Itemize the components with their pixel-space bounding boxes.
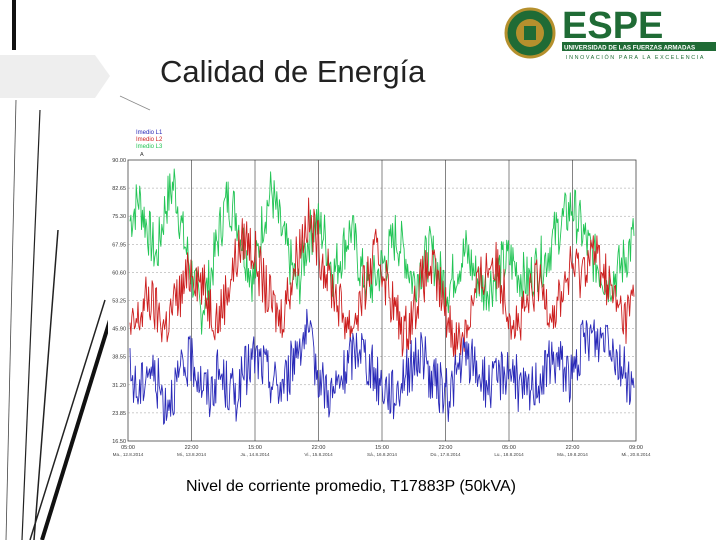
- x-tick-date: Ma., 12.8.2014: [113, 452, 144, 457]
- x-tick-label: 05:00: [502, 445, 516, 451]
- series-line-imedio-l3: [129, 168, 635, 335]
- espe-logo: ESPE UNIVERSIDAD DE LAS FUERZAS ARMADAS …: [504, 5, 716, 61]
- page-title: Calidad de Energía: [160, 54, 426, 89]
- series-line-imedio-l1: [129, 308, 635, 425]
- logo-subtitle: UNIVERSIDAD DE LAS FUERZAS ARMADAS: [564, 45, 695, 52]
- y-tick-label: 75.30: [112, 214, 126, 220]
- legend-entry: Imedio L3: [136, 144, 163, 150]
- x-tick-date: Do., 17.8.2014: [430, 452, 461, 457]
- legend-entry: Imedio L2: [136, 137, 163, 143]
- x-tick-label: 15:00: [248, 445, 262, 451]
- logo-brand: ESPE: [562, 5, 663, 47]
- y-axis-ticks: 90.00 82.65 75.30 67.95 60.60 53.25 45.90 38.55…: [112, 158, 126, 445]
- y-tick-label: 82.65: [112, 186, 126, 192]
- x-tick-date: Lu., 18.8.2014: [494, 452, 524, 457]
- chart-series: [129, 168, 635, 425]
- y-tick-label: 23.85: [112, 411, 126, 417]
- y-tick-label: 90.00: [112, 158, 126, 164]
- x-tick-date: Mi., 13.8.2014: [177, 452, 207, 457]
- x-tick-label: 05:00: [121, 445, 135, 451]
- x-tick-date: Ma., 19.8.2014: [557, 452, 588, 457]
- y-tick-label: 45.90: [112, 327, 126, 333]
- x-tick-label: 22:00: [185, 445, 199, 451]
- chart-caption: Nivel de corriente promedio, T17883P (50…: [186, 478, 516, 495]
- x-tick-label: 15:00: [375, 445, 389, 451]
- y-tick-label: 16.50: [112, 439, 126, 445]
- series-line-imedio-l2: [129, 197, 635, 365]
- x-tick-date: Vi., 15.8.2014: [304, 452, 333, 457]
- x-tick-date: Ju., 14.8.2014: [240, 452, 270, 457]
- y-tick-label: 53.25: [112, 299, 126, 305]
- y-tick-label: 60.60: [112, 270, 126, 276]
- y-unit-label: A: [140, 152, 144, 158]
- x-tick-label: 22:00: [312, 445, 326, 451]
- decorative-lines: [0, 0, 151, 540]
- y-tick-label: 38.55: [112, 355, 126, 361]
- legend-entry: Imedio L1: [136, 130, 163, 136]
- x-tick-label: 22:00: [566, 445, 580, 451]
- x-tick-date: Mi., 20.8.2014: [621, 452, 651, 457]
- current-chart: 90.00 82.65 75.30 67.95 60.60 53.25 45.90 38.55…: [108, 126, 652, 464]
- x-tick-date: Sá., 16.8.2014: [367, 452, 397, 457]
- y-tick-label: 31.20: [112, 383, 126, 389]
- y-tick-label: 67.95: [112, 242, 126, 248]
- logo-tagline: INNOVACIÓN PARA LA EXCELENCIA: [566, 54, 705, 61]
- x-tick-label: 09:00: [629, 445, 643, 451]
- x-tick-label: 22:00: [439, 445, 453, 451]
